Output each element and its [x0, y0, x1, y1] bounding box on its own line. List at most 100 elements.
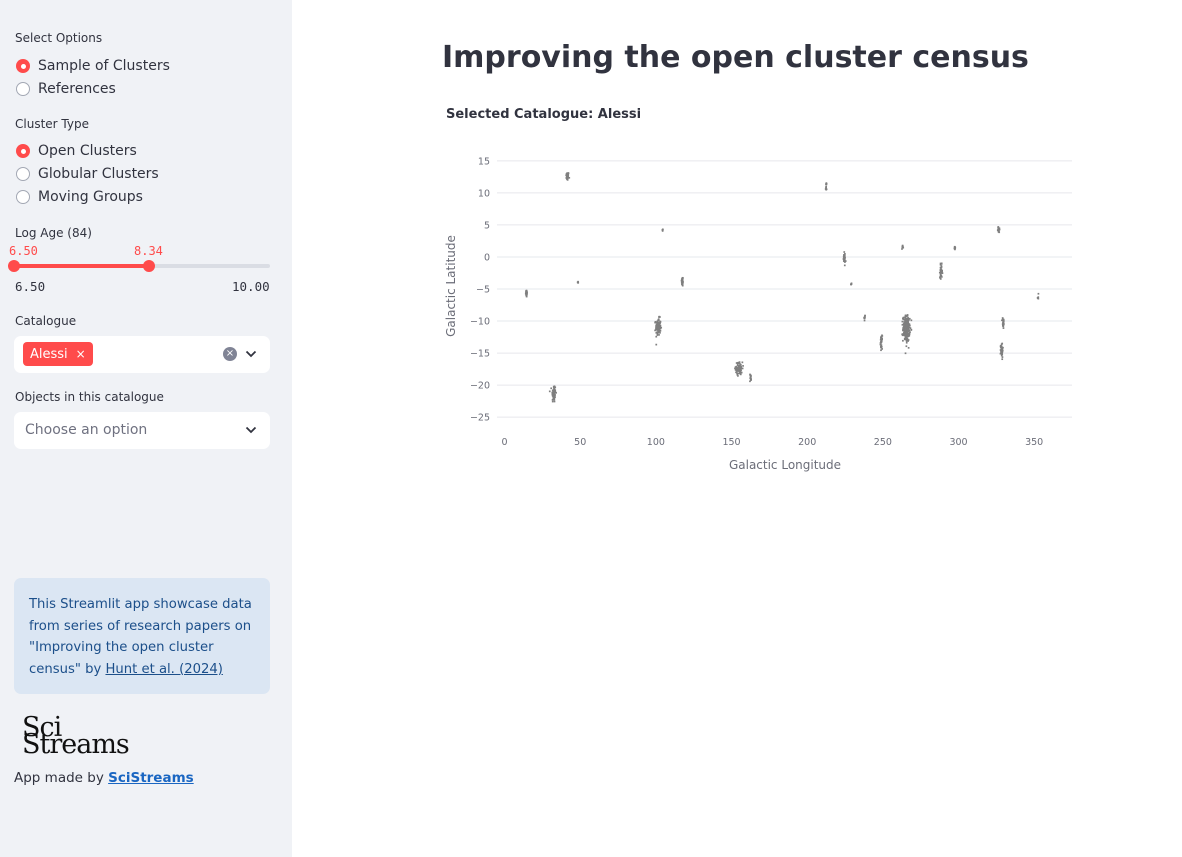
- data-point: [565, 176, 568, 179]
- data-point: [657, 323, 660, 326]
- data-point: [657, 318, 660, 321]
- data-point: [736, 367, 738, 369]
- data-point: [551, 400, 554, 403]
- radio-references[interactable]: References: [16, 81, 116, 97]
- data-point: [1002, 320, 1005, 323]
- x-tick-label: 300: [949, 437, 967, 448]
- data-point: [1002, 325, 1005, 328]
- data-point: [879, 343, 882, 346]
- radio-moving-groups[interactable]: Moving Groups: [16, 189, 143, 205]
- radio-unselected-icon: [16, 167, 30, 181]
- data-point: [553, 394, 556, 397]
- data-point: [881, 335, 884, 337]
- data-point: [903, 324, 906, 327]
- data-point: [905, 328, 908, 331]
- radio-globular-clusters[interactable]: Globular Clusters: [16, 166, 159, 182]
- data-point: [739, 372, 741, 375]
- data-point: [657, 330, 660, 332]
- data-point: [996, 229, 999, 232]
- data-point: [656, 325, 659, 327]
- data-point: [655, 331, 658, 334]
- data-point: [734, 367, 736, 370]
- data-point: [880, 337, 883, 340]
- data-point: [906, 323, 909, 326]
- data-point: [657, 326, 659, 329]
- objects-select[interactable]: Choose an option: [14, 412, 270, 449]
- data-point: [1001, 349, 1004, 352]
- x-tick-label: 350: [1025, 437, 1043, 448]
- data-point: [825, 186, 827, 189]
- slider-low-handle[interactable]: [8, 260, 20, 272]
- info-text: This Streamlit app showcase data from se…: [29, 597, 252, 677]
- data-point: [661, 228, 664, 231]
- data-point: [576, 281, 579, 284]
- data-point: [738, 364, 740, 367]
- data-point: [555, 391, 557, 394]
- page-title: Improving the open cluster census: [442, 40, 1029, 75]
- data-point: [737, 367, 740, 370]
- data-point: [735, 365, 738, 368]
- data-point: [908, 317, 911, 320]
- data-point: [843, 256, 846, 258]
- data-point: [999, 346, 1002, 348]
- data-point: [739, 370, 741, 373]
- hunt-paper-link[interactable]: Hunt et al. (2024): [105, 661, 223, 677]
- data-point: [905, 345, 908, 348]
- y-tick-label: −25: [470, 413, 490, 424]
- data-point: [736, 364, 739, 367]
- slider-low-value: 6.50: [9, 244, 38, 258]
- data-point: [902, 317, 904, 320]
- data-point: [907, 317, 909, 319]
- data-point: [880, 340, 883, 342]
- data-point: [903, 337, 906, 340]
- data-point: [657, 322, 660, 324]
- data-point: [881, 348, 883, 350]
- data-point: [655, 335, 658, 338]
- data-point: [907, 340, 910, 342]
- data-point: [741, 367, 744, 370]
- data-point: [736, 370, 739, 372]
- radio-label: Globular Clusters: [38, 166, 159, 182]
- data-point: [548, 390, 551, 393]
- data-point: [658, 326, 661, 329]
- data-point: [1000, 349, 1003, 352]
- data-point: [939, 276, 941, 279]
- data-point: [901, 320, 904, 323]
- data-point: [1000, 354, 1003, 357]
- radio-sample-of-clusters[interactable]: Sample of Clusters: [16, 58, 170, 74]
- data-point: [902, 333, 904, 335]
- data-point: [902, 327, 905, 330]
- data-point: [659, 329, 662, 332]
- radio-open-clusters[interactable]: Open Clusters: [16, 143, 137, 159]
- scistreams-link[interactable]: SciStreams: [108, 770, 194, 786]
- y-axis-title: Galactic Latitude: [444, 235, 458, 337]
- data-point: [904, 338, 907, 341]
- data-point: [902, 339, 904, 342]
- sidebar: Select Options Sample of Clusters Refere…: [0, 0, 292, 857]
- made-by: App made by SciStreams: [14, 770, 194, 786]
- logo-line2: Streams: [22, 729, 130, 760]
- data-point: [1001, 358, 1004, 361]
- data-point: [903, 325, 905, 328]
- data-point: [905, 336, 907, 338]
- data-point: [655, 343, 658, 346]
- data-point: [880, 341, 883, 344]
- data-point: [736, 362, 739, 365]
- data-point: [843, 251, 846, 253]
- data-point: [906, 334, 908, 336]
- slider-high-handle[interactable]: [142, 260, 155, 272]
- data-point: [552, 391, 555, 394]
- catalogue-multiselect[interactable]: Alessi × ×: [14, 336, 270, 373]
- data-point: [940, 274, 943, 277]
- chevron-down-icon[interactable]: [245, 350, 257, 358]
- data-point: [681, 280, 683, 283]
- chart-grid: [497, 160, 1072, 418]
- data-point: [1000, 351, 1003, 354]
- chevron-down-icon[interactable]: [245, 426, 257, 434]
- data-point: [907, 339, 910, 341]
- data-point: [939, 277, 942, 279]
- data-point: [843, 264, 846, 267]
- clear-icon[interactable]: ×: [223, 347, 237, 361]
- tag-remove-icon[interactable]: ×: [75, 347, 86, 361]
